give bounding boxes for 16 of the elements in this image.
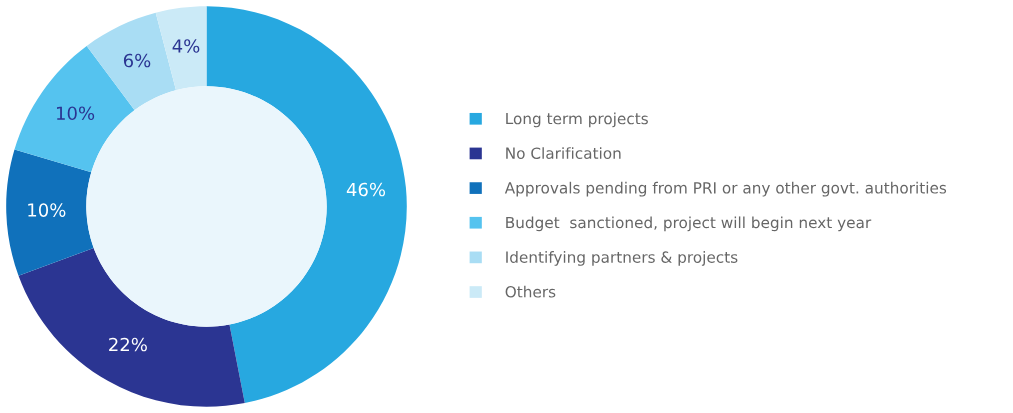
data-label: 10% — [56, 106, 95, 121]
legend-label: Identifying partners & projects — [506, 251, 738, 266]
donut-slice — [6, 149, 94, 276]
legend-label: Approvals pending from PRI or any other govt. authorities — [504, 181, 947, 197]
legend-label: Others — [505, 285, 556, 298]
data-label: 46% — [346, 182, 386, 197]
data-label: 6% — [123, 53, 151, 68]
data-label: 22% — [109, 337, 147, 352]
data-label: 10% — [28, 203, 66, 217]
donut-slice — [206, 6, 407, 404]
data-label: 4% — [172, 39, 200, 53]
legend-label: No Clarification — [506, 147, 621, 159]
donut-slice — [155, 6, 207, 91]
legend-label: Budget sanctioned, project will begin next year — [506, 216, 872, 232]
legend-label: Long term projects — [506, 112, 648, 128]
donut-slice — [18, 248, 245, 407]
